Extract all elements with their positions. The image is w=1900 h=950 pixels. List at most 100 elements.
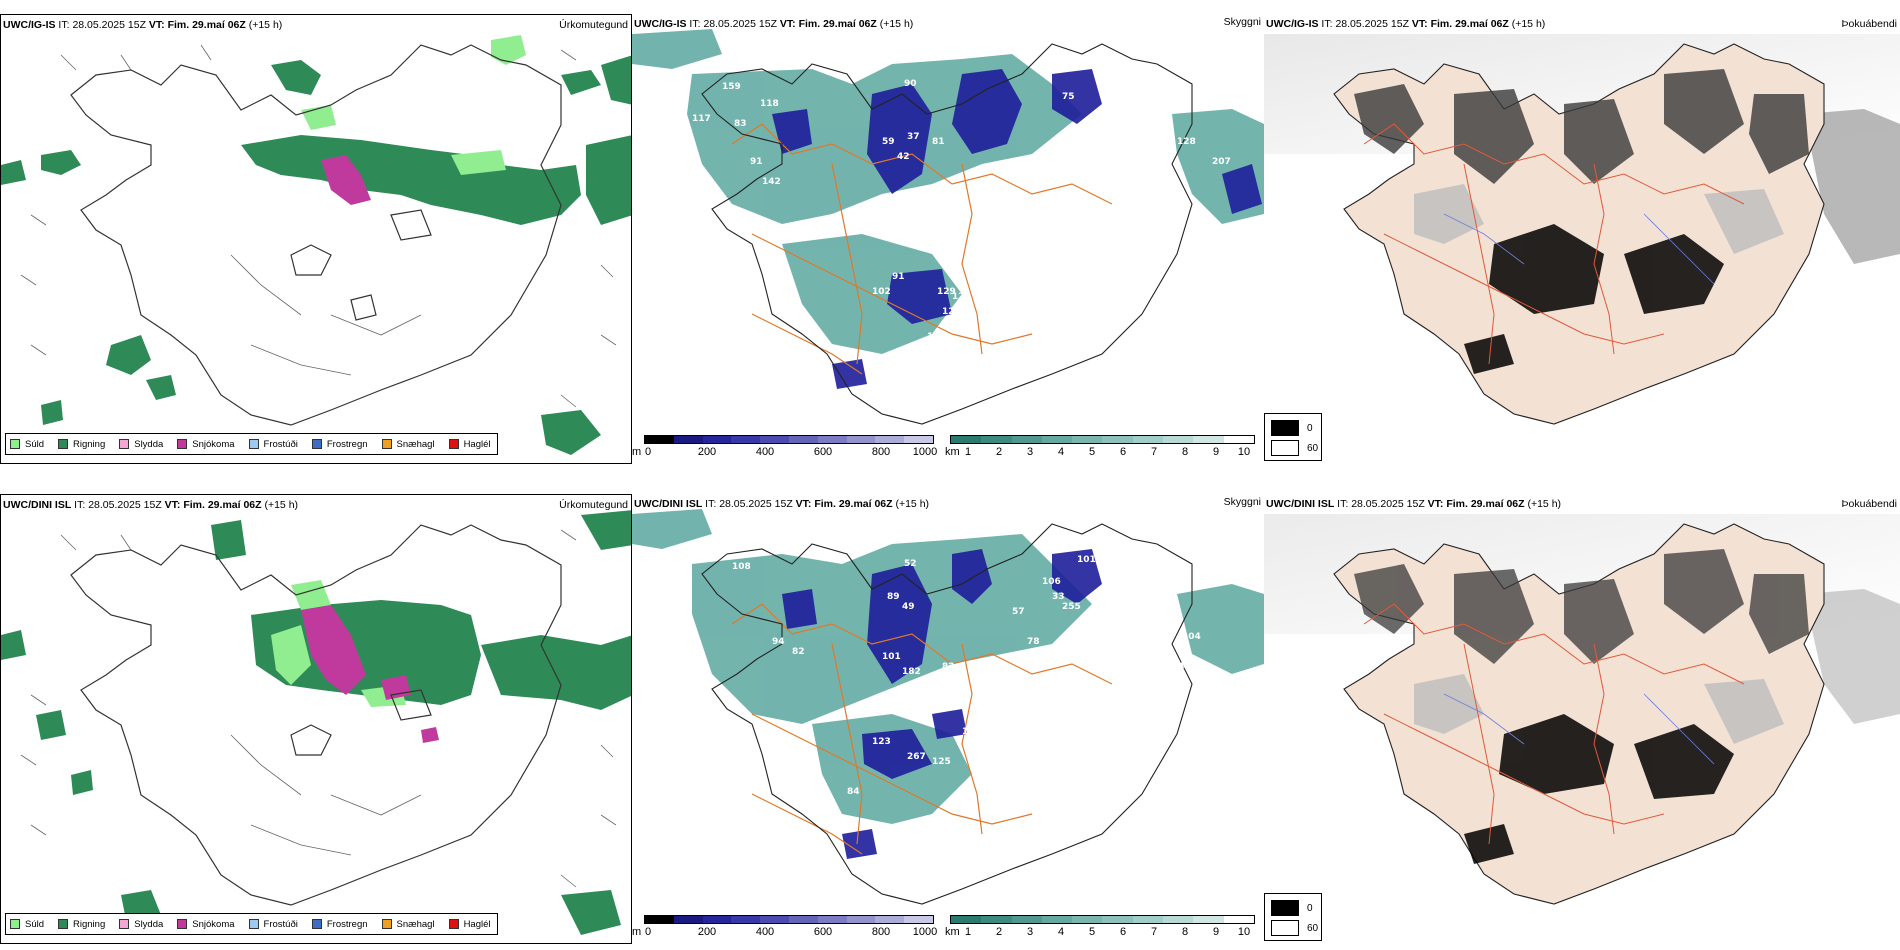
cloud-base-value-label: 49 <box>902 602 915 612</box>
model-name: UWC/DINI ISL <box>634 498 703 510</box>
cloud-base-value-label: 112 <box>1092 137 1111 147</box>
visibility-tick: 9 <box>1212 926 1220 938</box>
cloud-base-value-label: 104 <box>1182 632 1201 642</box>
legend-item: Súld <box>10 439 44 450</box>
legend-item: Slydda <box>119 439 163 450</box>
cloud-base-value-label: 61 <box>982 802 995 812</box>
legend-item: Frostregn <box>311 918 368 930</box>
legend-label: Frostúði <box>263 438 298 450</box>
panel-title-precip: Úrkomutegund <box>559 19 628 31</box>
vt-value: Fim. 29.maí 06Z <box>1430 18 1509 30</box>
cloud-base-value-label: 59 <box>882 137 895 147</box>
cloud-base-tick: 400 <box>755 926 775 938</box>
it-value: 28.05.2025 15Z <box>1335 18 1409 30</box>
cloud-base-cells <box>644 915 934 924</box>
it-label: IT: <box>705 498 717 510</box>
cloud-base-unit: m <box>632 446 642 458</box>
fog-legend-value: 0 <box>1307 422 1313 434</box>
cloud-base-value-label: 123 <box>872 737 891 747</box>
fog-map-top <box>1264 34 1900 425</box>
fog-map-bottom <box>1264 514 1900 905</box>
panel-title-precip: Úrkomutegund <box>559 499 628 511</box>
legend-item: Frostúði <box>248 438 298 450</box>
lead-time: (+15 h) <box>264 499 299 511</box>
legend-swatch <box>248 919 259 929</box>
cloud-base-value-label: 91 <box>750 157 763 167</box>
visibility-colorbar: km 1 2 3 4 5 6 7 8 9 10 <box>942 915 1262 944</box>
cloud-base-tick: 0 <box>644 446 652 458</box>
legend-label: Slydda <box>134 438 164 450</box>
cloud-base-value-label: 80 <box>1137 95 1150 105</box>
legend-item: Frostúði <box>248 919 298 930</box>
it-value: 28.05.2025 15Z <box>703 18 777 30</box>
lead-time: (+15 h) <box>879 18 914 30</box>
legend-swatch <box>177 919 188 929</box>
legend-item: Súld <box>10 919 44 930</box>
it-label: IT: <box>1321 18 1333 30</box>
visibility-tick: 10 <box>1237 926 1251 938</box>
lead-time: (+15 h) <box>895 498 930 510</box>
fog-legend-swatch <box>1271 440 1299 456</box>
legend-item: Haglél <box>448 439 491 450</box>
visibility-tick: 4 <box>1057 446 1065 458</box>
legend-item: Slydda <box>119 919 163 930</box>
cloud-base-value-label: 44 <box>1172 662 1185 672</box>
cloud-base-value-label: 79 <box>1142 152 1155 162</box>
vt-value: Fim. 29.maí 06Z <box>798 18 877 30</box>
cloud-base-tick: 400 <box>755 446 775 458</box>
fog-legend-row: 0 <box>1271 900 1313 916</box>
cloud-base-value-label: 81 <box>1042 167 1055 177</box>
cloud-base-value-label: 91 <box>892 272 905 282</box>
legend-swatch <box>58 439 69 449</box>
cloud-base-colorbar: m 0 200 400 600 800 1000 <box>632 435 942 464</box>
cloud-base-value-label: 108 <box>732 562 751 572</box>
model-name: UWC/IG-IS <box>634 18 687 30</box>
cloud-base-value-label: 150 <box>962 727 981 737</box>
cloud-base-value-label: 142 <box>762 177 781 187</box>
legend-swatch <box>448 439 459 449</box>
legend-swatch <box>311 919 322 929</box>
cloud-base-value-label: 82 <box>792 647 805 657</box>
cloud-base-value-label: 124 <box>942 307 961 317</box>
fog-legend-row: 60 <box>1271 440 1318 456</box>
fog-panel-top: UWC/IG-IS IT: 28.05.2025 15Z VT: Fim. 29… <box>1264 14 1900 464</box>
cloud-base-value-label: 201 <box>952 322 971 332</box>
legend-label: Súld <box>25 918 45 930</box>
cloud-base-value-label: 123 <box>1102 157 1121 167</box>
cloud-base-value-label: 75 <box>1062 92 1075 102</box>
cloud-base-tick: 600 <box>813 446 833 458</box>
visibility-unit: km <box>945 446 960 458</box>
legend-label: Slydda <box>134 918 164 930</box>
cloud-base-value-label: 125 <box>892 217 911 227</box>
cloud-base-value-label: 97 <box>1152 567 1165 577</box>
visibility-tick: 4 <box>1057 926 1065 938</box>
vt-label: VT: <box>795 498 812 510</box>
lead-time: (+15 h) <box>1511 18 1546 30</box>
cloud-base-value-label: 93 <box>1042 212 1055 222</box>
legend-label: Frostregn <box>326 438 368 450</box>
cloud-base-unit: m <box>632 926 642 938</box>
cloud-panel-top: 159 118 117 83 91 142 90 59 37 42 81 75 143 80 112 123 7… <box>632 14 1264 464</box>
visibility-tick: 9 <box>1212 446 1220 458</box>
cloud-base-value-label: 118 <box>760 99 779 109</box>
it-value: 28.05.2025 15Z <box>719 498 793 510</box>
visibility-tick: 6 <box>1119 926 1127 938</box>
vt-value: Fim. 29.maí 06Z <box>167 19 246 31</box>
model-name: UWC/DINI ISL <box>3 499 72 511</box>
cloud-base-tick: 1000 <box>912 446 938 458</box>
cloud-base-value-label: 78 <box>1027 637 1040 647</box>
legend-swatch <box>381 439 392 449</box>
precip-map-bottom <box>1 510 631 935</box>
visibility-unit: km <box>945 926 960 938</box>
cloud-base-tick: 800 <box>871 926 891 938</box>
cloud-base-value-label: 101 <box>1077 555 1096 565</box>
header-bottom-precip: UWC/DINI ISL IT: 28.05.2025 15Z VT: Fim.… <box>3 499 298 511</box>
cloud-base-value-label: 143 <box>1052 292 1071 302</box>
legend-swatch <box>58 919 69 929</box>
legend-label: Frostregn <box>326 918 368 930</box>
visibility-colorbar: km 1 2 3 4 5 6 7 8 9 10 <box>942 435 1262 464</box>
cloud-base-tick: 600 <box>813 926 833 938</box>
precip-legend: Súld Rigning Slydda Snjókoma Frostúði Fr… <box>5 433 498 455</box>
cloud-base-tick: 0 <box>644 926 652 938</box>
